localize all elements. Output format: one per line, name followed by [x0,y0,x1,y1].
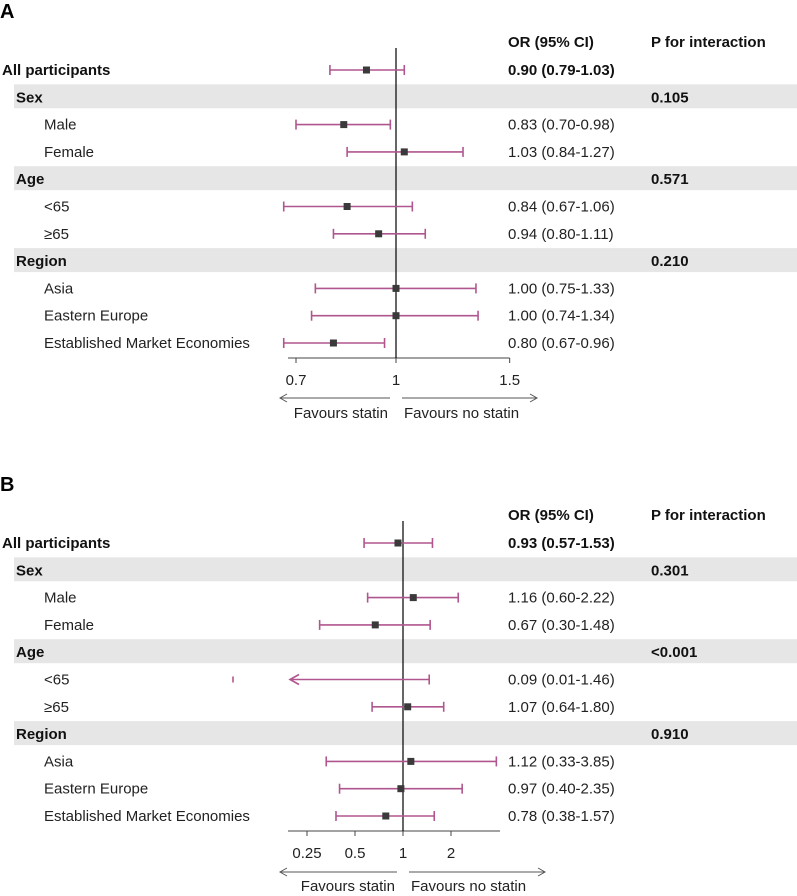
subgroup-label: Female [44,617,94,634]
or-ci-text: 0.84 (0.67-1.06) [508,199,615,216]
group-label: Age [16,644,44,661]
group-label: Sex [16,89,43,106]
or-column-header: OR (95% CI) [508,507,594,524]
point-estimate [394,539,402,547]
or-ci-text: 0.94 (0.80-1.11) [508,226,614,243]
or-ci-text: 0.67 (0.30-1.48) [508,617,615,634]
p-interaction-value: <0.001 [651,644,697,661]
point-estimate [407,757,415,765]
x-tick-label: 0.7 [286,372,307,389]
or-ci-text: 0.78 (0.38-1.57) [508,808,615,825]
point-estimate [362,66,370,74]
overall-label: All participants [2,535,110,552]
point-estimate [400,148,408,156]
or-ci-text: 1.03 (0.84-1.27) [508,144,615,161]
group-band [14,721,797,746]
subgroup-label: Male [44,590,77,607]
x-tick-label: 2 [447,845,455,862]
or-ci-text: 1.07 (0.64-1.80) [508,699,615,716]
ci-left-arrow [288,673,300,686]
p-interaction-column-header: P for interaction [651,34,766,51]
point-estimate [329,339,337,347]
subgroup-label: Eastern Europe [44,781,148,798]
point-estimate [392,284,400,292]
or-ci-text: 0.80 (0.67-0.96) [508,335,615,352]
or-ci-text: 1.12 (0.33-3.85) [508,753,615,770]
subgroup-label: ≥65 [44,226,69,243]
point-estimate [375,230,383,238]
group-label: Region [16,253,67,270]
x-tick-label: 1 [399,845,407,862]
panel-b: B OR (95% CI) P for interaction 0.25 0.5 1 2 Al… [0,474,797,895]
subgroup-label: Asia [44,753,74,770]
panel-letter: B [0,474,14,496]
or-ci-text: 1.16 (0.60-2.22) [508,590,615,607]
or-ci-text: 0.97 (0.40-2.35) [508,781,615,798]
p-interaction-value: 0.210 [651,253,689,270]
overall-label: All participants [2,62,110,79]
subgroup-label: Asia [44,280,74,297]
or-ci-text: 1.00 (0.74-1.34) [508,308,615,325]
favours-no-statin-label: Favours no statin [411,878,526,895]
group-label: Region [16,726,67,743]
or-ci-text: 1.00 (0.75-1.33) [508,280,615,297]
panel-a: A OR (95% CI) P for interaction 0.7 1 1.5 All … [0,1,797,422]
point-estimate [371,621,379,629]
x-tick-label: 0.5 [345,845,366,862]
x-tick-label: 0.25 [292,845,321,862]
p-interaction-value: 0.910 [651,726,689,743]
favours-right-arrowhead [537,867,547,877]
group-band [14,248,797,273]
point-estimate [409,594,417,602]
subgroup-label: Female [44,144,94,161]
subgroup-label: Established Market Economies [44,808,250,825]
p-interaction-value: 0.105 [651,89,689,106]
favours-statin-label: Favours statin [301,878,395,895]
favours-right-arrowhead [529,393,539,403]
panel-letter: A [0,1,14,23]
point-estimate [397,785,405,793]
point-estimate [340,121,348,129]
point-estimate [382,812,390,820]
subgroup-label: Male [44,117,77,134]
or-ci-text: 0.90 (0.79-1.03) [508,62,615,79]
favours-statin-label: Favours statin [294,405,388,422]
group-band [14,557,797,582]
x-tick-label: 1 [392,372,400,389]
group-label: Age [16,171,44,188]
group-band [14,639,797,664]
favours-no-statin-label: Favours no statin [404,405,519,422]
group-band [14,84,797,109]
subgroup-label: <65 [44,672,69,689]
p-interaction-value: 0.571 [651,171,689,188]
subgroup-label: ≥65 [44,699,69,716]
subgroup-label: Established Market Economies [44,335,250,352]
subgroup-label: <65 [44,199,69,216]
p-interaction-column-header: P for interaction [651,507,766,524]
point-estimate [343,203,351,210]
p-interaction-value: 0.301 [651,562,689,579]
or-ci-text: 0.83 (0.70-0.98) [508,117,615,134]
group-label: Sex [16,562,43,579]
point-estimate [392,312,400,320]
subgroup-label: Eastern Europe [44,308,148,325]
favours-left-arrowhead [278,393,288,403]
group-band [14,166,797,191]
or-ci-text: 0.93 (0.57-1.53) [508,535,615,552]
point-estimate [404,703,412,711]
x-tick-label: 1.5 [499,372,520,389]
or-ci-text: 0.09 (0.01-1.46) [508,672,615,689]
or-column-header: OR (95% CI) [508,34,594,51]
favours-left-arrowhead [278,867,288,877]
